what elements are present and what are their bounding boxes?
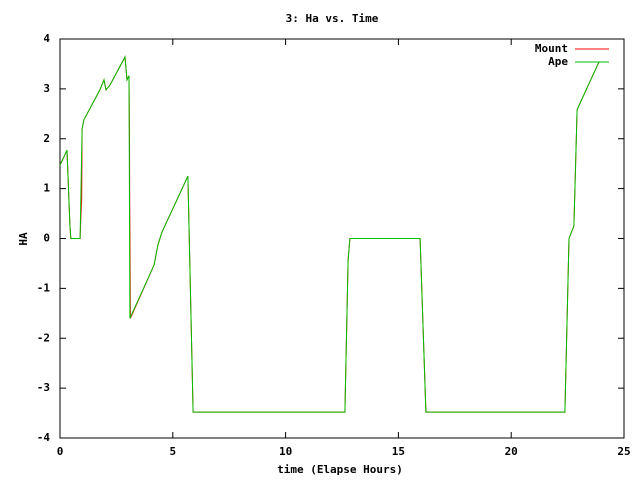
y-tick-label: -1	[37, 281, 51, 294]
legend-label: Ape	[548, 55, 568, 68]
plot-frame	[59, 38, 625, 439]
legend-label: Mount	[535, 42, 568, 55]
x-tick-label: 0	[57, 445, 64, 458]
chart-title: 3: Ha vs. Time	[286, 12, 379, 25]
x-tick-label: 10	[279, 445, 292, 458]
series-line	[59, 55, 600, 413]
x-tick-label: 20	[505, 445, 518, 458]
x-tick-label: 25	[617, 445, 630, 458]
y-tick-label: 2	[43, 132, 50, 145]
y-tick-label: -3	[37, 381, 50, 394]
series-line	[59, 55, 600, 413]
x-axis-label: time (Elapse Hours)	[277, 463, 403, 476]
y-tick-label: 0	[43, 232, 50, 245]
y-tick-label: 1	[43, 182, 50, 195]
y-tick-label: -4	[37, 431, 51, 444]
y-tick-label: 4	[43, 32, 50, 45]
y-tick-label: -2	[37, 331, 50, 344]
x-tick-label: 15	[392, 445, 405, 458]
y-tick-label: 3	[43, 82, 50, 95]
x-tick-label: 5	[169, 445, 176, 458]
y-axis-label: HA	[17, 232, 30, 246]
